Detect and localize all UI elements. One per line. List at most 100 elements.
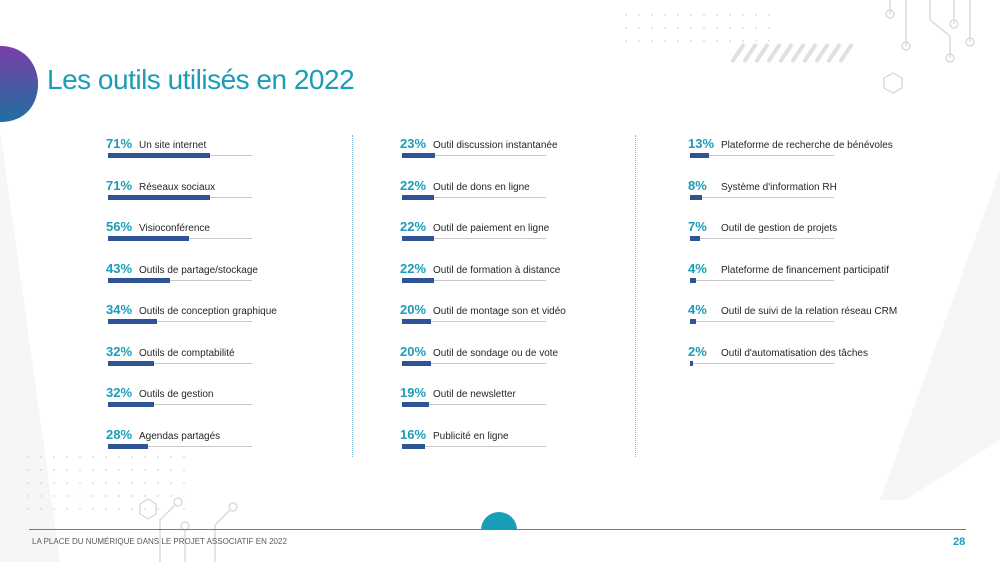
bar-item: 22% Outil de paiement en ligne: [400, 219, 549, 259]
bar-label-row: 34% Outils de conception graphique: [106, 302, 277, 317]
bar: [108, 194, 252, 200]
bar: [108, 153, 252, 158]
bar-track: [402, 321, 546, 322]
data-label: 4%: [688, 302, 707, 317]
data-label: 16%: [400, 426, 427, 442]
data-label: 4%: [688, 260, 707, 276]
bar: [690, 319, 834, 324]
category-label: Un site internet: [139, 140, 207, 151]
bar-fill: [402, 319, 431, 324]
bar-track: [690, 155, 834, 156]
category-label: Système d'information RH: [721, 181, 837, 193]
bar-item: 20% Outil de sondage ou de vote: [400, 344, 558, 384]
bar-item: 22% Outil de formation à distance: [400, 261, 560, 301]
column-divider: [352, 135, 353, 457]
data-label: 32%: [106, 343, 133, 359]
bar-item: 32% Outils de gestion: [106, 385, 252, 425]
bar-item: 22% Outil de dons en ligne: [400, 178, 546, 218]
bar-fill: [402, 360, 431, 366]
category-label: Outils de conception graphique: [139, 306, 277, 317]
bar-label-row: 22% Outil de paiement en ligne: [400, 219, 549, 234]
bar-label-row: 19% Outil de newsletter: [400, 385, 516, 400]
bar-fill: [690, 236, 701, 241]
category-label: Outil de formation à distance: [433, 264, 561, 276]
bar-fill: [690, 153, 709, 158]
data-label: 22%: [400, 260, 427, 276]
bar-label-row: 20% Outil de sondage ou de vote: [400, 344, 558, 359]
bar-fill: [108, 236, 189, 241]
bar-fill: [108, 360, 155, 366]
bar-label-row: 28% Agendas partagés: [106, 427, 220, 442]
bar-track: [402, 238, 546, 239]
page-number: 28: [953, 536, 966, 548]
column-divider: [635, 135, 636, 457]
bar-label-row: 4% Plateforme de financement participatif: [688, 261, 889, 276]
bar-fill: [108, 194, 211, 200]
footer-divider: [29, 529, 966, 530]
bar-fill: [402, 153, 436, 158]
category-label: Outils de partage/stockage: [139, 264, 258, 276]
category-label: Visioconférence: [139, 223, 210, 234]
bar-item: 2% Outil d'automatisation des tâches: [688, 344, 868, 384]
bar-item: 43% Outils de partage/stockage: [106, 261, 258, 301]
category-label: Outil d'automatisation des tâches: [721, 347, 868, 359]
category-label: Outil de newsletter: [433, 389, 516, 400]
bar-label-row: 2% Outil d'automatisation des tâches: [688, 344, 868, 359]
bar: [402, 277, 546, 283]
category-label: Agendas partagés: [139, 430, 221, 442]
bar-label-row: 32% Outils de comptabilité: [106, 344, 235, 359]
bar-item: 8% Système d'information RH: [688, 178, 837, 218]
category-label: Publicité en ligne: [433, 430, 509, 442]
bar-track: [690, 362, 834, 364]
bar-item: 7% Outil de gestion de projets: [688, 219, 837, 259]
bar-fill: [690, 360, 693, 366]
bar-label-row: 13% Plateforme de recherche de bénévoles: [688, 136, 893, 151]
bar-label-row: 43% Outils de partage/stockage: [106, 261, 258, 276]
category-label: Outil de dons en ligne: [433, 181, 530, 193]
bar-fill: [402, 194, 434, 200]
bar-fill: [108, 402, 155, 407]
bar: [402, 194, 546, 200]
data-label: 71%: [106, 177, 133, 193]
bar-fill: [108, 153, 211, 158]
data-label: 22%: [400, 219, 427, 234]
page-title: Les outils utilisés en 2022: [47, 64, 355, 95]
bar: [108, 360, 252, 366]
bar-label-row: 71% Un site internet: [106, 136, 206, 151]
bar-track: [690, 321, 834, 322]
bar-track: [108, 279, 252, 281]
bar: [108, 443, 252, 449]
footer-text: LA PLACE DU NUMÉRIQUE DANS LE PROJET ASS…: [32, 537, 287, 546]
bar-track: [402, 196, 546, 198]
data-label: 22%: [400, 177, 427, 193]
bar: [690, 277, 834, 283]
bar-track: [402, 445, 546, 447]
category-label: Outil de montage son et vidéo: [433, 306, 566, 317]
bar-track: [108, 321, 252, 322]
category-label: Outil de gestion de projets: [721, 223, 838, 234]
bar-item: 71% Un site internet: [106, 136, 252, 176]
data-label: 28%: [106, 426, 133, 442]
bar-label-row: 23% Outil discussion instantanée: [400, 136, 558, 151]
data-label: 20%: [400, 343, 427, 359]
category-label: Outil de paiement en ligne: [433, 223, 550, 234]
bar-item: 20% Outil de montage son et vidéo: [400, 302, 566, 342]
bar: [402, 319, 546, 324]
bar: [402, 360, 546, 366]
data-label: 43%: [106, 260, 133, 276]
category-label: Plateforme de financement participatif: [721, 264, 889, 276]
bar-label-row: 56% Visioconférence: [106, 219, 210, 234]
bar-label-row: 22% Outil de formation à distance: [400, 261, 560, 276]
category-label: Outil de sondage ou de vote: [433, 347, 559, 359]
bar-label-row: 22% Outil de dons en ligne: [400, 178, 530, 193]
bar-track: [108, 362, 252, 364]
category-label: Outil de suivi de la relation réseau CRM: [721, 306, 898, 317]
data-label: 34%: [106, 302, 133, 317]
bar-item: 13% Plateforme de recherche de bénévoles: [688, 136, 893, 176]
bar-label-row: 71% Réseaux sociaux: [106, 178, 215, 193]
bar: [690, 153, 834, 158]
bar-fill: [108, 319, 157, 324]
bar: [108, 277, 252, 283]
bar-label-row: 7% Outil de gestion de projets: [688, 219, 837, 234]
data-label: 8%: [688, 177, 707, 193]
